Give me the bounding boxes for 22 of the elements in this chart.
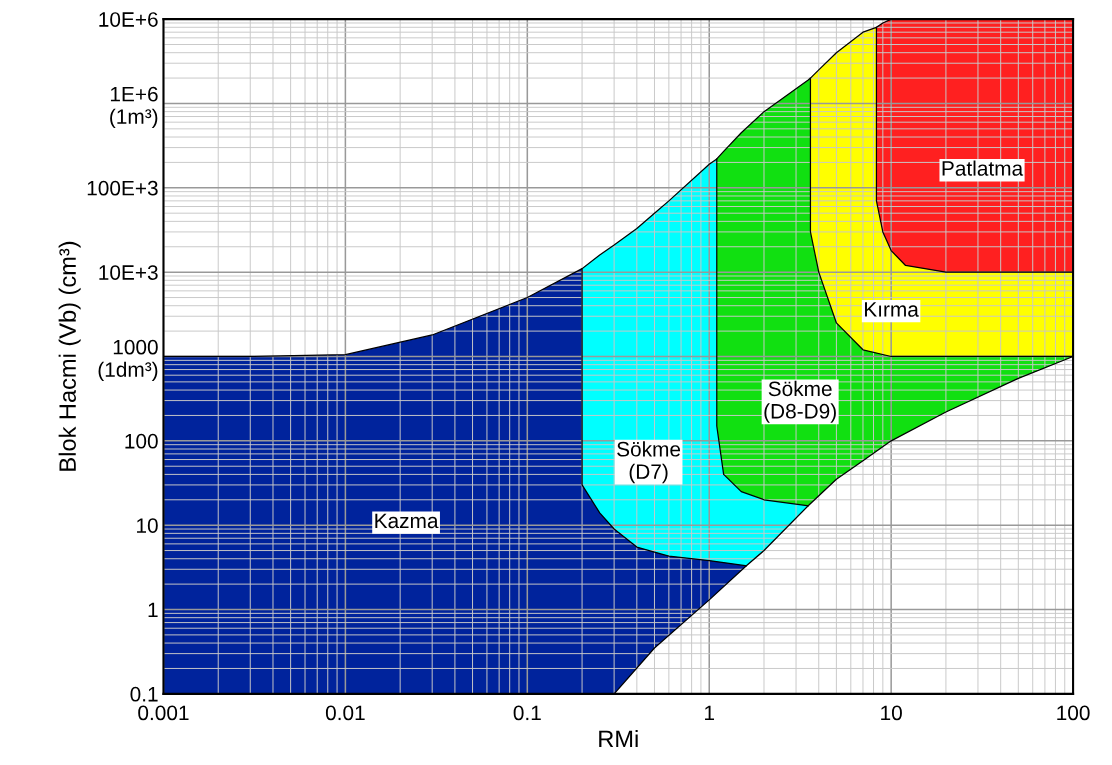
y-tick-label: 10E+6 <box>99 12 158 27</box>
y-tick-label: 1000 (1dm³) <box>98 339 158 382</box>
x-tick-label: 0.001 <box>138 705 189 721</box>
y-tick-label: 0.1 <box>130 686 158 702</box>
x-tick-label: 1 <box>705 705 715 721</box>
series-label: Patlatma <box>942 160 1024 176</box>
y-tick-label: 100 <box>125 433 158 449</box>
series-label: Kırma <box>865 302 919 317</box>
x-tick-label: 100 <box>1057 705 1090 721</box>
x-axis-title: RMi <box>599 729 638 748</box>
y-tick-label: 10 <box>137 518 158 533</box>
y-tick-label: 10E+3 <box>99 265 158 280</box>
y-tick-label: 1E+6 (1m³) <box>110 86 158 129</box>
x-tick-label: 0.1 <box>513 705 541 721</box>
series-label: Sökme (D8-D9) <box>764 380 836 423</box>
x-tick-label: 0.01 <box>325 705 365 721</box>
y-tick-label: 1 <box>148 602 158 618</box>
series-label: Sökme (D7) <box>617 441 681 484</box>
y-axis-title: Blok Hacmi (Vb) (cm³) <box>58 241 81 471</box>
y-tick-label: 100E+3 <box>87 180 158 196</box>
x-tick-label: 10 <box>881 705 902 721</box>
series-label: Kazma <box>375 513 439 529</box>
